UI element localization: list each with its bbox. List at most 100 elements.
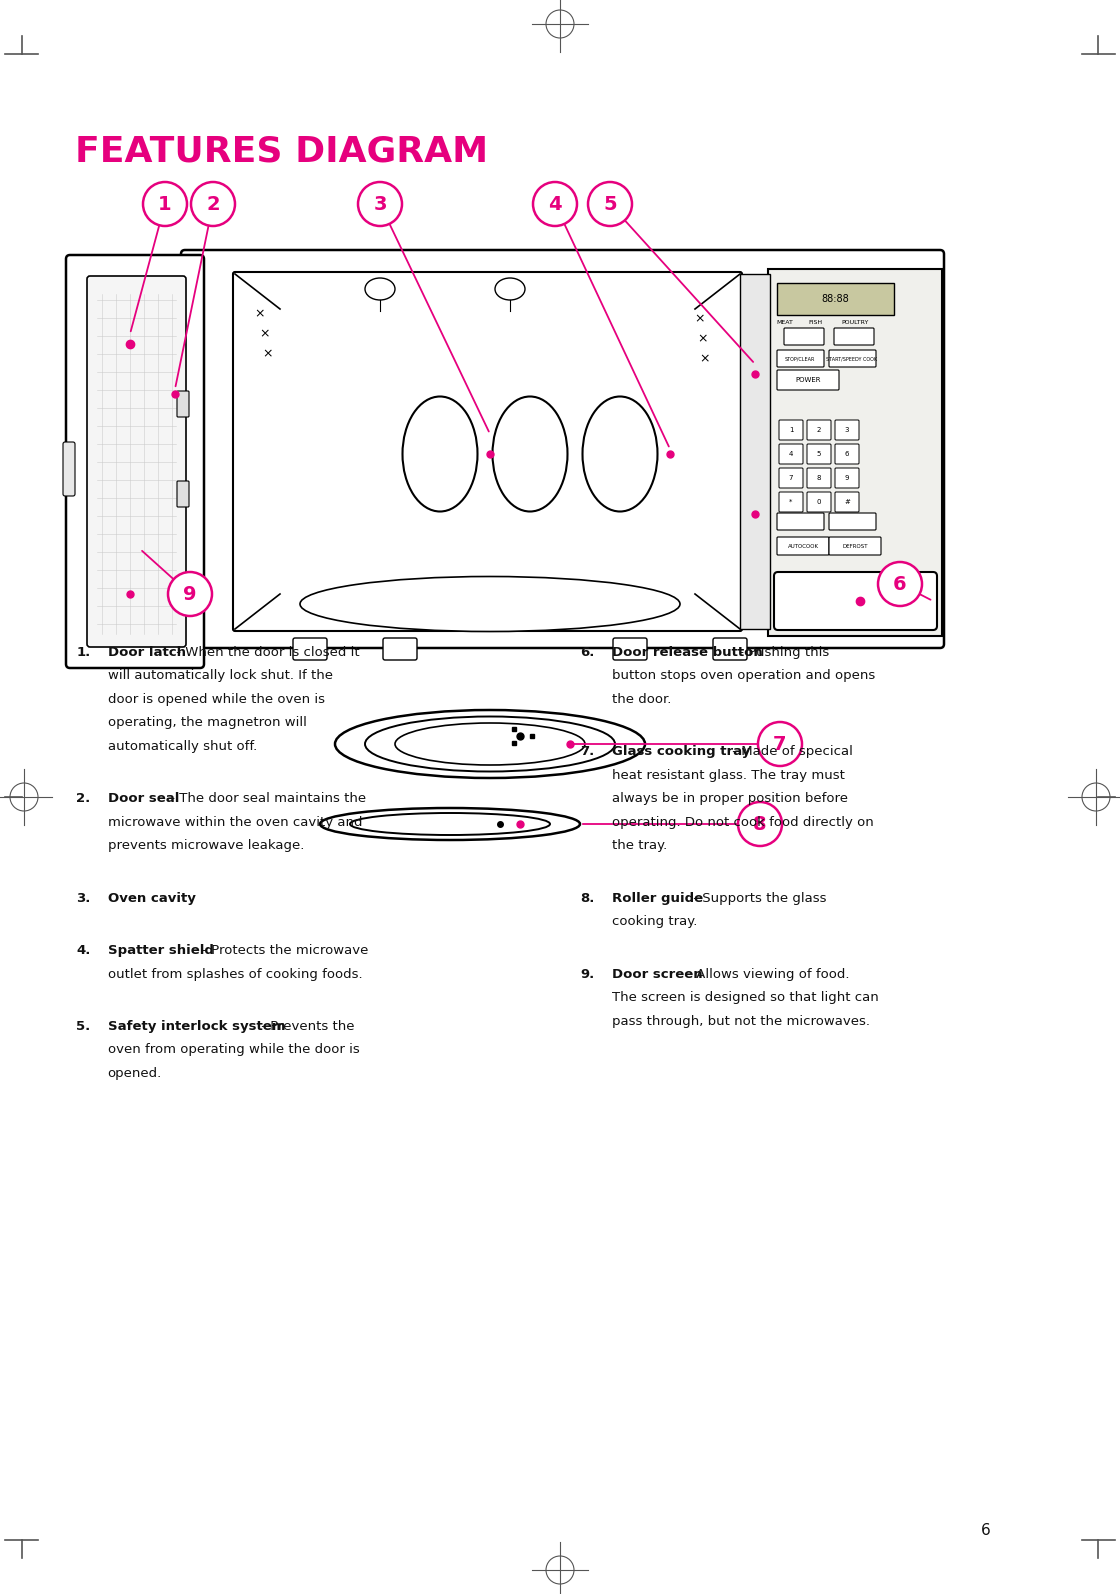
Text: *: *	[790, 499, 793, 505]
Text: 6: 6	[844, 451, 849, 457]
Text: 2: 2	[816, 427, 821, 434]
Text: ×: ×	[263, 347, 273, 360]
Text: 5: 5	[816, 451, 821, 457]
Text: operating. Do not cook food directly on: operating. Do not cook food directly on	[612, 816, 874, 829]
FancyBboxPatch shape	[613, 638, 647, 660]
Text: - Pushing this: - Pushing this	[735, 646, 829, 658]
Text: 7.: 7.	[580, 744, 595, 759]
Text: 9: 9	[844, 475, 849, 481]
Text: AUTOCOOK: AUTOCOOK	[787, 544, 819, 548]
Text: Door latch: Door latch	[108, 646, 186, 658]
FancyBboxPatch shape	[836, 445, 859, 464]
Ellipse shape	[320, 808, 580, 840]
FancyBboxPatch shape	[383, 638, 417, 660]
Text: opened.: opened.	[108, 1066, 161, 1081]
Text: 4: 4	[548, 194, 562, 214]
Text: - Supports the glass: - Supports the glass	[690, 891, 827, 905]
FancyBboxPatch shape	[777, 351, 824, 367]
Text: automatically shut off.: automatically shut off.	[108, 740, 256, 752]
Ellipse shape	[402, 397, 477, 512]
Text: 3: 3	[844, 427, 849, 434]
Text: 9.: 9.	[580, 968, 595, 980]
Text: operating, the magnetron will: operating, the magnetron will	[108, 716, 307, 730]
Ellipse shape	[495, 277, 525, 300]
Ellipse shape	[493, 397, 568, 512]
FancyBboxPatch shape	[177, 391, 189, 418]
Ellipse shape	[395, 724, 585, 765]
Text: Roller guide: Roller guide	[612, 891, 702, 905]
Ellipse shape	[582, 397, 657, 512]
FancyBboxPatch shape	[774, 572, 937, 630]
Text: - Protects the microwave: - Protects the microwave	[198, 944, 368, 956]
Text: 2: 2	[206, 194, 220, 214]
FancyBboxPatch shape	[836, 493, 859, 512]
Text: Door seal: Door seal	[108, 792, 179, 805]
FancyBboxPatch shape	[66, 255, 204, 668]
Text: 4: 4	[788, 451, 793, 457]
FancyBboxPatch shape	[808, 469, 831, 488]
Text: will automatically lock shut. If the: will automatically lock shut. If the	[108, 669, 333, 682]
Ellipse shape	[365, 277, 395, 300]
Text: outlet from splashes of cooking foods.: outlet from splashes of cooking foods.	[108, 968, 362, 980]
Text: #: #	[844, 499, 850, 505]
Text: STOP/CLEAR: STOP/CLEAR	[785, 357, 815, 362]
FancyBboxPatch shape	[777, 537, 829, 555]
Text: 7: 7	[773, 735, 786, 754]
Text: 3: 3	[373, 194, 386, 214]
FancyBboxPatch shape	[780, 419, 803, 440]
Text: door is opened while the oven is: door is opened while the oven is	[108, 693, 325, 706]
Circle shape	[878, 563, 922, 606]
Text: FEATURES DIAGRAM: FEATURES DIAGRAM	[75, 134, 488, 167]
Text: 8: 8	[753, 815, 767, 834]
Text: DEFROST: DEFROST	[842, 544, 868, 548]
Text: 8.: 8.	[580, 891, 595, 905]
Text: 1: 1	[788, 427, 793, 434]
Text: 88:88: 88:88	[821, 293, 849, 304]
Text: 8: 8	[816, 475, 821, 481]
Circle shape	[143, 182, 187, 226]
FancyBboxPatch shape	[808, 445, 831, 464]
Text: Spatter shield: Spatter shield	[108, 944, 214, 956]
FancyBboxPatch shape	[63, 442, 75, 496]
Text: - Made of specical: - Made of specical	[728, 744, 853, 759]
Text: 4.: 4.	[76, 944, 91, 956]
Text: - When the door is closed it: - When the door is closed it	[172, 646, 361, 658]
Text: the tray.: the tray.	[612, 840, 666, 853]
FancyBboxPatch shape	[177, 481, 189, 507]
Circle shape	[758, 722, 802, 767]
FancyBboxPatch shape	[836, 469, 859, 488]
FancyBboxPatch shape	[808, 419, 831, 440]
Circle shape	[738, 802, 782, 846]
Text: Door screen: Door screen	[612, 968, 702, 980]
FancyBboxPatch shape	[777, 513, 824, 529]
Text: Glass cooking tray: Glass cooking tray	[612, 744, 750, 759]
Text: cooking tray.: cooking tray.	[612, 915, 697, 928]
FancyBboxPatch shape	[808, 493, 831, 512]
Text: Door release button: Door release button	[612, 646, 763, 658]
Text: 7: 7	[788, 475, 793, 481]
Text: button stops oven operation and opens: button stops oven operation and opens	[612, 669, 875, 682]
Text: MEAT: MEAT	[776, 319, 793, 325]
Text: ×: ×	[254, 308, 265, 320]
Text: ×: ×	[698, 333, 708, 346]
Text: 6: 6	[893, 574, 907, 593]
Text: Oven cavity: Oven cavity	[108, 891, 195, 905]
Text: 6.: 6.	[580, 646, 595, 658]
FancyBboxPatch shape	[829, 513, 876, 529]
Text: The screen is designed so that light can: The screen is designed so that light can	[612, 991, 878, 1004]
FancyBboxPatch shape	[777, 284, 894, 316]
Circle shape	[358, 182, 402, 226]
Text: pass through, but not the microwaves.: pass through, but not the microwaves.	[612, 1015, 869, 1028]
Text: FISH: FISH	[808, 319, 822, 325]
FancyBboxPatch shape	[834, 328, 874, 344]
Text: 6: 6	[981, 1522, 990, 1538]
Text: Safety interlock system: Safety interlock system	[108, 1020, 284, 1033]
Text: - The door seal maintains the: - The door seal maintains the	[166, 792, 366, 805]
Circle shape	[192, 182, 235, 226]
Ellipse shape	[335, 709, 645, 778]
FancyBboxPatch shape	[87, 276, 186, 647]
FancyBboxPatch shape	[780, 445, 803, 464]
Text: heat resistant glass. The tray must: heat resistant glass. The tray must	[612, 768, 844, 781]
FancyBboxPatch shape	[780, 493, 803, 512]
FancyBboxPatch shape	[780, 469, 803, 488]
